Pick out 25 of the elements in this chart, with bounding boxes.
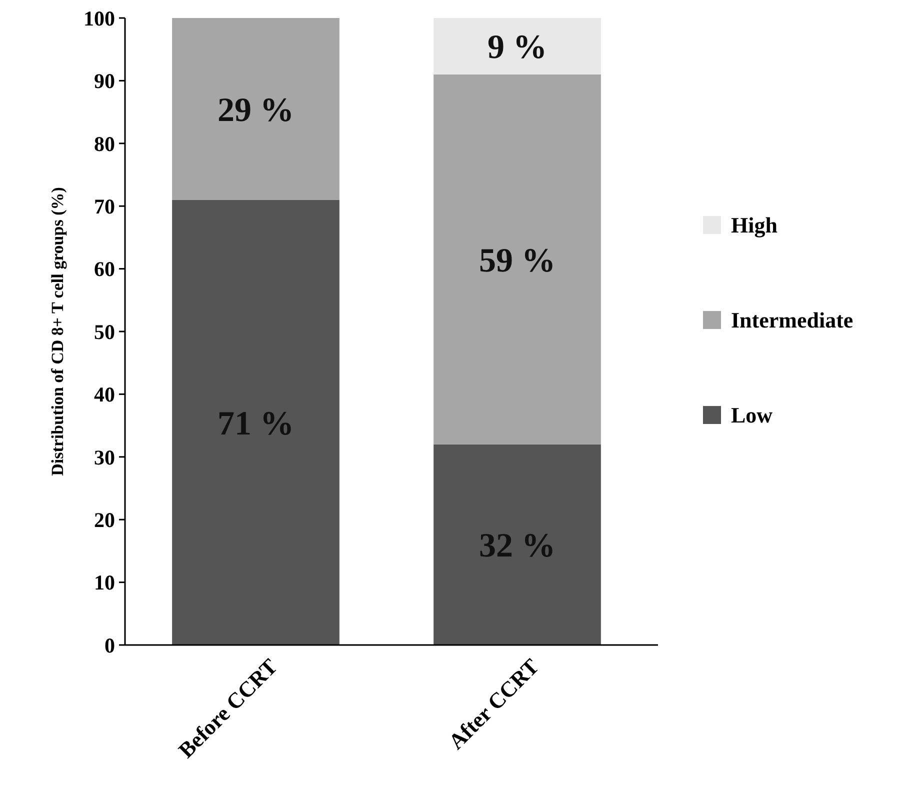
y-tick-label: 70 (94, 194, 115, 218)
y-tick-label: 80 (94, 132, 115, 156)
y-tick-label: 40 (94, 382, 115, 407)
data-label: 29 % (218, 92, 294, 129)
y-tick-label: 60 (94, 257, 115, 282)
y-tick-label: 20 (94, 508, 115, 532)
bar (434, 444, 601, 645)
bar (434, 74, 601, 444)
data-label: 71 % (218, 405, 294, 442)
y-tick-label: 10 (94, 570, 115, 595)
y-tick-label: 30 (94, 445, 115, 470)
legend-label: Low (731, 402, 773, 428)
bar (172, 18, 340, 200)
legend-label: High (731, 212, 778, 238)
legend-label: Intermediate (731, 308, 854, 333)
y-axis-title: Distribution of CD 8+ T cell groups (%) (48, 187, 67, 476)
data-label: 9 % (488, 29, 547, 66)
bar (434, 18, 601, 74)
y-tick-label: 0 (104, 633, 115, 658)
bar (172, 200, 340, 645)
y-tick-label: 90 (94, 69, 115, 94)
data-label: 32 % (479, 528, 556, 565)
data-label: 59 % (479, 242, 556, 280)
y-tick-label: 100 (84, 6, 115, 30)
y-tick-label: 50 (94, 320, 115, 344)
